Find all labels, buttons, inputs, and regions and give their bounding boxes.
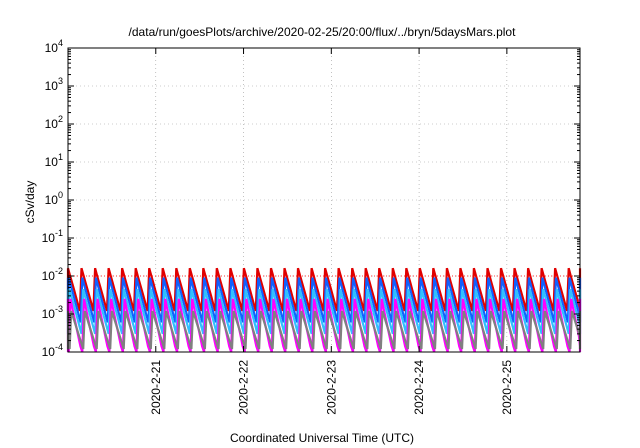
- series-line: [66, 288, 582, 335]
- y-axis-ticks: 10-4 10-3 10-2 10-1 100 101 102 103 104: [42, 38, 580, 359]
- y-tick-label: 10-3: [42, 304, 63, 321]
- y-tick-label: 10-1: [42, 228, 63, 245]
- y-tick-label: 102: [45, 114, 63, 131]
- series-layer: [66, 267, 582, 353]
- chart-title: /data/run/goesPlots/archive/2020-02-25/2…: [129, 25, 517, 39]
- series-line: [66, 310, 582, 350]
- y-tick-label: 101: [45, 152, 63, 169]
- x-tick-label: 2020-2-24: [412, 360, 426, 415]
- series-line: [66, 267, 582, 312]
- x-axis-label: Coordinated Universal Time (UTC): [230, 431, 414, 445]
- y-tick-label: 10-2: [42, 266, 63, 283]
- y-tick-label: 103: [45, 76, 63, 93]
- x-tick-label: 2020-2-21: [149, 360, 163, 415]
- y-axis-label: cSv/day: [23, 181, 37, 224]
- x-tick-label: 2020-2-23: [324, 360, 338, 415]
- y-tick-label: 10-4: [42, 342, 63, 359]
- x-tick-label: 2020-2-25: [500, 360, 514, 415]
- y-tick-label: 104: [45, 38, 63, 55]
- y-tick-label: 100: [45, 190, 63, 207]
- x-axis-ticks: 2020-2-21 2020-2-22 2020-2-23 2020-2-24 2020…: [149, 48, 514, 415]
- x-tick-label: 2020-2-22: [237, 360, 251, 415]
- series-line: [66, 277, 582, 323]
